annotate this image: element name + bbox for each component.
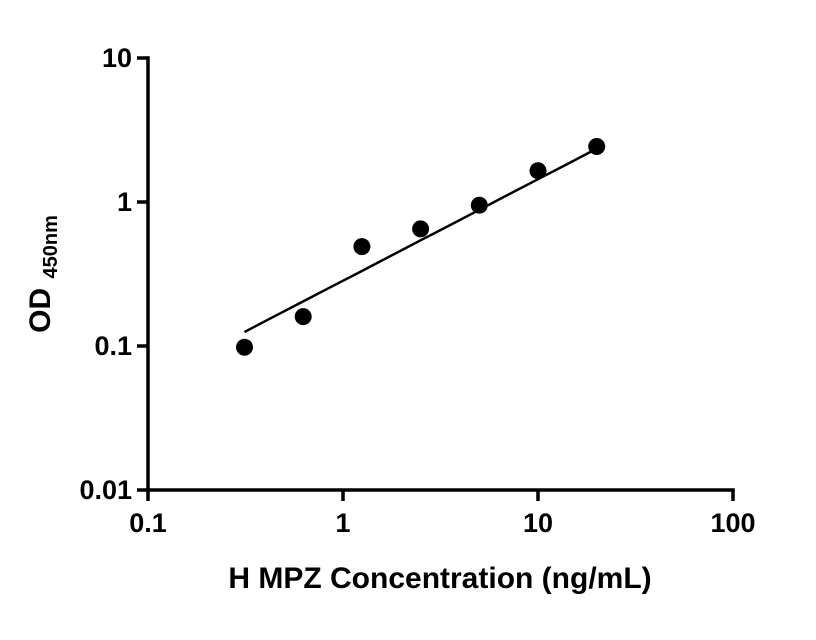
data-point — [412, 220, 430, 238]
x-tick-label: 0.1 — [129, 508, 167, 538]
y-axis-title-main: OD — [24, 288, 57, 333]
x-axis-title: H MPZ Concentration (ng/mL) — [228, 562, 651, 595]
x-tick-label: 100 — [710, 508, 755, 538]
data-point — [529, 162, 547, 180]
y-tick-label: 10 — [102, 43, 132, 73]
data-point — [353, 238, 371, 256]
y-tick-label: 0.1 — [94, 331, 132, 361]
x-tick-label: 1 — [335, 508, 350, 538]
x-tick-label: 10 — [523, 508, 553, 538]
y-tick-label: 0.01 — [79, 475, 132, 505]
data-point — [588, 138, 606, 155]
y-axis-title: OD 450nm — [24, 215, 62, 333]
data-point — [236, 338, 253, 356]
data-point — [294, 308, 312, 326]
y-tick-label: 1 — [117, 187, 132, 217]
data-point — [470, 196, 488, 214]
y-axis-title-sub: 450nm — [40, 215, 62, 278]
